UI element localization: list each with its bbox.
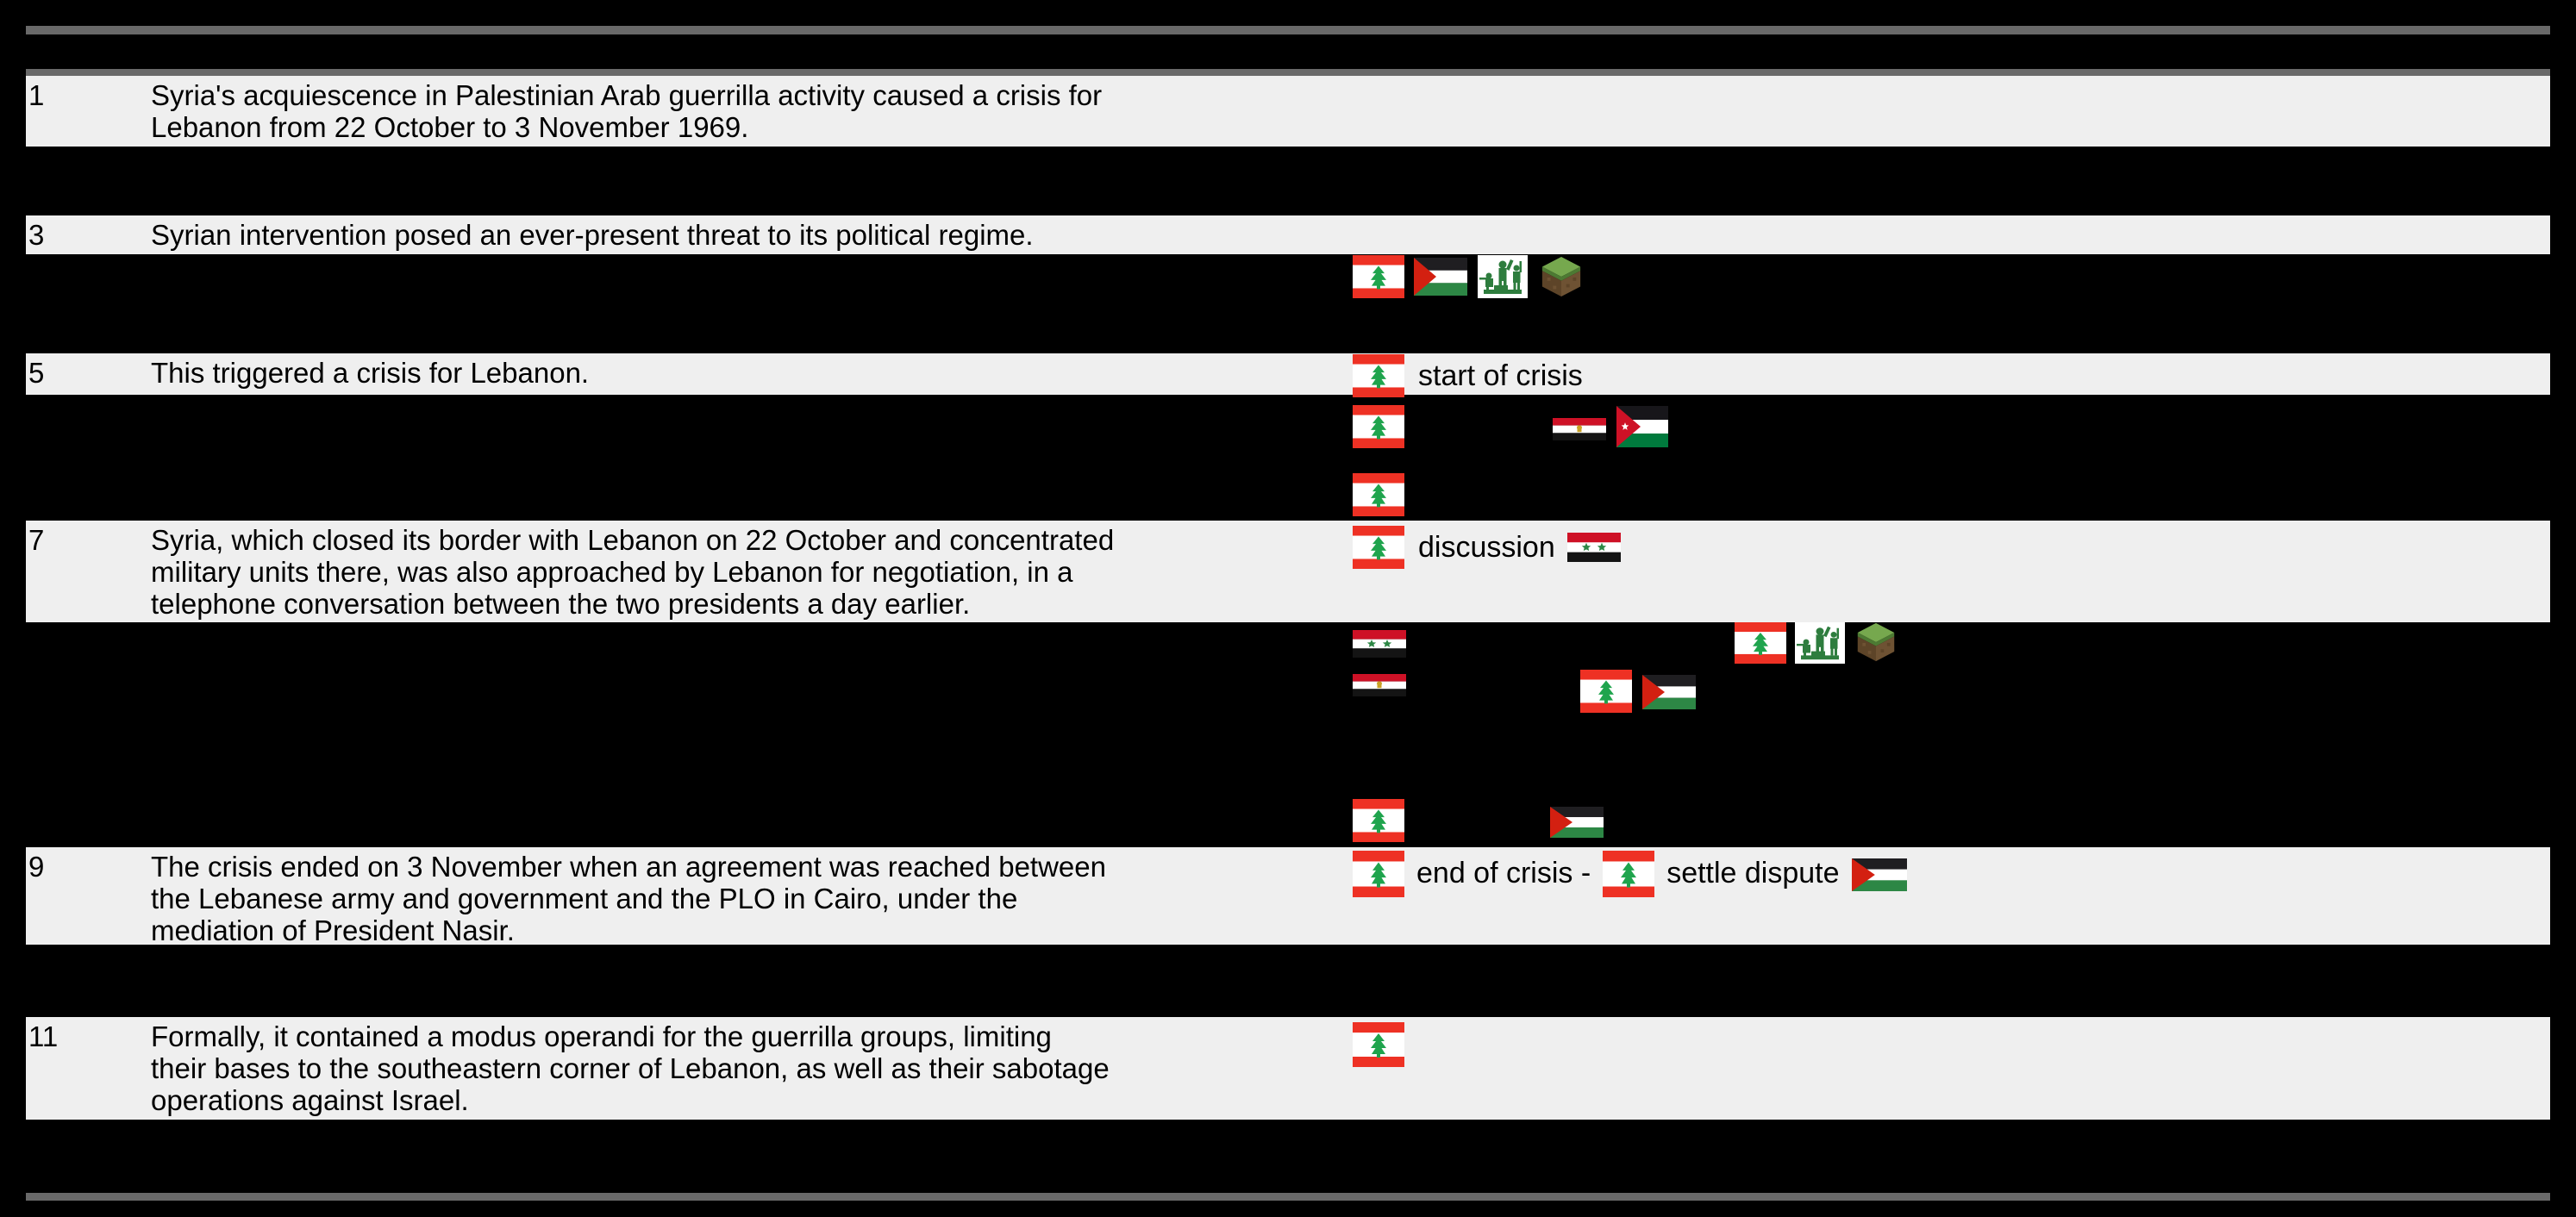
syria-flag-icon bbox=[1566, 533, 1621, 562]
sentence-number: 11 bbox=[28, 1020, 59, 1052]
annotation-line bbox=[1353, 255, 1583, 298]
separator-bar-bottom bbox=[26, 1193, 2550, 1201]
sentence-row: 3 Syrian intervention posed an ever-pres… bbox=[26, 215, 2550, 254]
jordan-flag-icon bbox=[1616, 406, 1668, 447]
sentence-text: This triggered a crisis for Lebanon. bbox=[151, 357, 590, 389]
annotation-line bbox=[1353, 1022, 1404, 1067]
sentence-row: 7 Syria, which closed its border with Le… bbox=[26, 521, 2550, 622]
sentence-row: 9 The crisis ended on 3 November when an… bbox=[26, 847, 2550, 946]
syria-flag-icon bbox=[1353, 630, 1406, 658]
annotation-line: end of crisis - settle dispute bbox=[1353, 851, 1907, 897]
sentence-row: 1 Syria's acquiescence in Palestinian Ar… bbox=[26, 76, 2550, 147]
lebanon-flag-icon bbox=[1353, 473, 1404, 516]
sentence-number: 1 bbox=[28, 79, 45, 111]
palestine-flag-icon bbox=[1642, 675, 1696, 709]
lebanon-flag-icon bbox=[1353, 799, 1404, 842]
lebanon-flag-icon bbox=[1353, 526, 1404, 569]
sentence-number: 9 bbox=[28, 851, 45, 883]
lebanon-flag-icon bbox=[1353, 851, 1404, 897]
soldiers-icon bbox=[1478, 255, 1528, 298]
sentence-number: 3 bbox=[28, 219, 45, 251]
annotation-line bbox=[1735, 622, 1897, 664]
annotation-line bbox=[1353, 674, 1406, 696]
event-label: end of crisis - bbox=[1416, 857, 1591, 889]
lebanon-flag-icon bbox=[1603, 851, 1655, 897]
lebanon-flag-icon bbox=[1580, 670, 1632, 713]
annotation-line bbox=[1353, 405, 1668, 448]
separator-bar-top bbox=[26, 26, 2550, 34]
palestine-flag-icon bbox=[1851, 858, 1907, 891]
lebanon-flag-icon bbox=[1735, 622, 1786, 664]
soldiers-icon bbox=[1795, 622, 1845, 664]
lebanon-flag-icon bbox=[1353, 405, 1404, 448]
event-label: start of crisis bbox=[1418, 359, 1583, 392]
lebanon-flag-icon bbox=[1353, 1022, 1404, 1067]
event-label: discussion bbox=[1418, 531, 1555, 564]
annotation-line: discussion bbox=[1353, 526, 1621, 569]
lebanon-flag-icon bbox=[1353, 354, 1404, 397]
sentence-text: Syria's acquiescence in Palestinian Arab… bbox=[151, 79, 1103, 143]
annotation-line bbox=[1353, 799, 1604, 842]
annotation-line bbox=[1353, 630, 1406, 658]
sentence-text: Formally, it contained a modus operandi … bbox=[151, 1020, 1110, 1116]
separator-bar-header bbox=[26, 69, 2550, 76]
sentence-row: 11 Formally, it contained a modus operan… bbox=[26, 1017, 2550, 1120]
event-label: settle dispute bbox=[1666, 857, 1840, 889]
grass-block-icon bbox=[1855, 622, 1897, 662]
annotation-line bbox=[1580, 670, 1696, 713]
sentence-row: 5 This triggered a crisis for Lebanon. bbox=[26, 353, 2550, 395]
sentence-text: Syrian intervention posed an ever-presen… bbox=[151, 219, 1034, 251]
palestine-flag-icon bbox=[1414, 258, 1467, 296]
sentence-text: Syria, which closed its border with Leba… bbox=[151, 524, 1115, 620]
annotation-line bbox=[1353, 473, 1404, 516]
sentence-number: 5 bbox=[28, 357, 45, 389]
sentence-text: The crisis ended on 3 November when an a… bbox=[151, 851, 1106, 946]
palestine-flag-icon bbox=[1550, 807, 1604, 838]
grass-block-icon bbox=[1540, 256, 1583, 297]
annotation-line: start of crisis bbox=[1353, 354, 1583, 397]
sentence-number: 7 bbox=[28, 524, 45, 556]
lebanon-flag-icon bbox=[1353, 255, 1404, 298]
egypt-flag-icon bbox=[1353, 674, 1406, 696]
egypt-flag-icon bbox=[1553, 418, 1606, 440]
